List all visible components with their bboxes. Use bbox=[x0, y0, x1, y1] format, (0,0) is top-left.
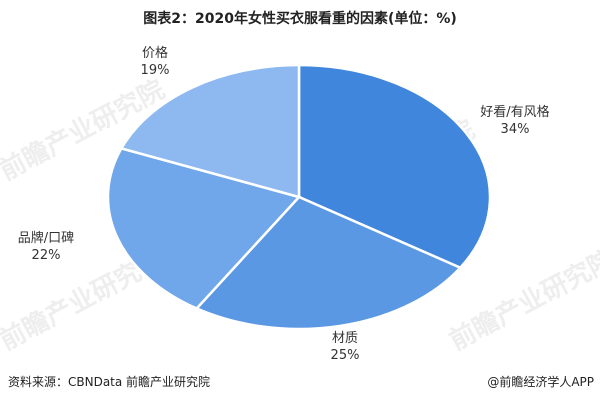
slice-name: 价格 bbox=[141, 46, 168, 61]
slice-name: 好看/有风格 bbox=[480, 105, 550, 120]
slice-label-2: 品牌/口碑 22% bbox=[6, 230, 86, 264]
slice-name: 材质 bbox=[331, 331, 358, 346]
chart-title: 图表2：2020年女性买衣服看重的因素(单位：%) bbox=[143, 11, 457, 27]
slice-label-0: 好看/有风格 34% bbox=[475, 104, 555, 138]
slice-value: 19% bbox=[140, 63, 170, 78]
slice-label-1: 材质 25% bbox=[320, 330, 370, 364]
credit-note: @前瞻经济学人APP bbox=[487, 375, 594, 389]
slice-value: 25% bbox=[330, 348, 360, 363]
pie-slice-3 bbox=[119, 63, 301, 199]
pie-slice-2 bbox=[106, 146, 302, 310]
source-note: 资料来源：CBNData 前瞻产业研究院 bbox=[8, 375, 211, 389]
slice-label-3: 价格 19% bbox=[130, 45, 180, 79]
slice-value: 22% bbox=[31, 248, 61, 263]
slice-value: 34% bbox=[500, 122, 530, 137]
pie-slice-1 bbox=[194, 195, 463, 331]
slice-name: 品牌/口碑 bbox=[17, 231, 75, 246]
